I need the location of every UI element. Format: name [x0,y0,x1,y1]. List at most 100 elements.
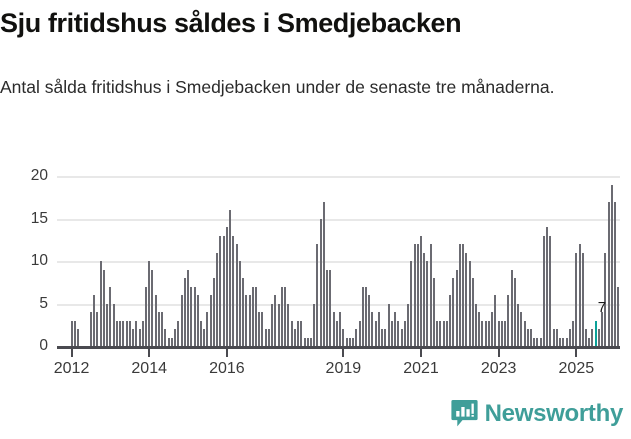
bar [374,320,377,346]
bar [494,295,497,346]
bar [209,295,212,346]
bar [132,329,135,346]
bar [565,337,568,346]
bar [332,312,335,346]
bar [271,303,274,346]
bar [416,244,419,346]
bar [138,329,141,346]
bar [394,312,397,346]
bar [238,261,241,346]
bar [144,286,147,346]
bar [339,312,342,346]
bar [429,244,432,346]
bar [445,320,448,346]
bar [387,303,390,346]
bar [177,320,180,346]
bar [135,320,138,346]
x-axis-tick [575,349,578,357]
bar [559,337,562,346]
bar [183,278,186,346]
bar [206,312,209,346]
bar [452,278,455,346]
bar [468,261,471,346]
bar [539,337,542,346]
bar [549,235,552,346]
bar [297,320,300,346]
bar [170,337,173,346]
bar [235,244,238,346]
bar [345,337,348,346]
bar [458,244,461,346]
bar [500,320,503,346]
bar [293,329,296,346]
x-axis-tick-label: 2012 [53,360,90,377]
bar [148,261,151,346]
bar [93,295,96,346]
y-axis-tick-label: 0 [39,337,48,354]
bar [585,329,588,346]
bar [381,329,384,346]
x-axis-tick-label: 2023 [480,360,517,377]
bar [610,184,613,346]
bar [251,286,254,346]
bar [426,261,429,346]
bar [581,252,584,346]
bar [471,278,474,346]
bar [588,337,591,346]
bar [70,320,73,346]
bar [193,286,196,346]
bar [491,312,494,346]
x-axis-tick [70,349,73,357]
bar [313,303,316,346]
bar [607,201,610,346]
bar [109,286,112,346]
bar [96,312,99,346]
bar [112,303,115,346]
x-axis-tick-label: 2016 [209,360,245,377]
bar [575,252,578,346]
bar [568,329,571,346]
bar [190,286,193,346]
bar [523,320,526,346]
bar [212,278,215,346]
newsworthy-logo[interactable]: Newsworthy [451,399,623,429]
bar [306,337,309,346]
bar [99,261,102,346]
bar [154,295,157,346]
bar [141,320,144,346]
bar [180,295,183,346]
bar [390,320,393,346]
bar [309,337,312,346]
axis-labels-group: 2012 2014 2016 2019 2021 2023 2025 [0,160,631,377]
bar [410,261,413,346]
bar [222,235,225,346]
x-axis-tick [148,349,151,357]
bar [478,312,481,346]
chart-plot-area: 0 5 10 15 20 7 2012 2014 2016 2019 2021 2023 2025 [0,160,631,377]
bar [497,320,500,346]
bar [261,312,264,346]
bar [377,312,380,346]
bar [248,295,251,346]
bar [106,303,109,346]
bar [484,320,487,346]
bar [572,320,575,346]
gridline [57,218,620,221]
bar [290,320,293,346]
bar [578,244,581,346]
bar [216,252,219,346]
bar [161,312,164,346]
bar [368,295,371,346]
bar [157,312,160,346]
x-axis-tick [342,349,345,357]
bar [167,337,170,346]
x-axis-tick [225,349,228,357]
bar [562,337,565,346]
bar [546,227,549,346]
bar [119,320,122,346]
bar [507,295,510,346]
bar [555,329,558,346]
bar [267,329,270,346]
x-axis-tick [420,349,422,357]
